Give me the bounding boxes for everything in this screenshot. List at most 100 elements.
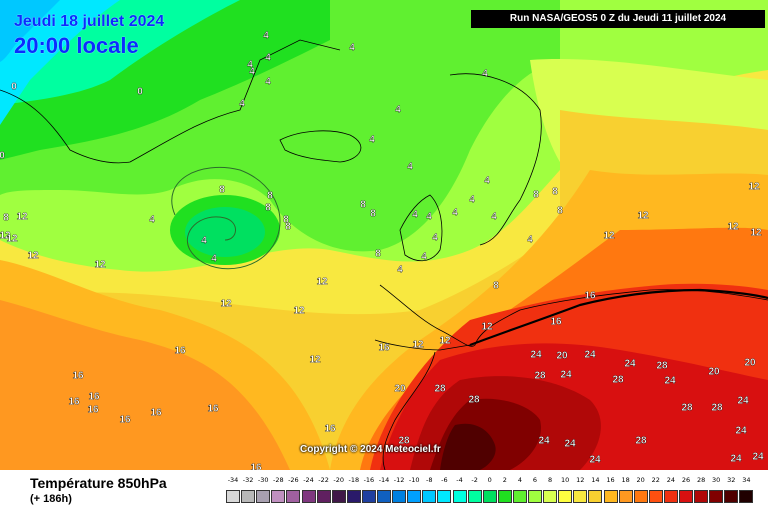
- isotherm-label: 12: [412, 340, 424, 351]
- isotherm-label: 28: [398, 436, 410, 447]
- legend-swatch: [603, 490, 618, 503]
- isotherm-label: 4: [397, 265, 403, 276]
- isotherm-label: 4: [247, 60, 253, 71]
- isotherm-label: 16: [378, 343, 390, 354]
- isotherm-label: 0: [137, 87, 143, 98]
- forecast-lead-time: (+ 186h): [30, 493, 72, 505]
- isotherm-label: 8: [375, 249, 381, 260]
- legend-label: -16: [363, 476, 375, 484]
- isotherm-label: 16: [72, 371, 84, 382]
- isotherm-label: 12: [316, 277, 328, 288]
- legend-label: 28: [696, 476, 706, 484]
- legend-label: -26: [288, 476, 299, 484]
- legend-label: -34: [227, 476, 239, 484]
- isotherm-label: 4: [421, 252, 427, 263]
- isotherm-label: 16: [150, 408, 162, 419]
- legend-label: 34: [742, 476, 751, 484]
- legend-label: -18: [348, 476, 360, 484]
- copyright-notice: Copyright © 2024 Meteociel.fr: [300, 444, 441, 455]
- isotherm-label: 4: [491, 212, 497, 223]
- legend-swatch: [558, 490, 573, 503]
- legend-swatch: [528, 490, 542, 503]
- legend-swatch: [407, 490, 422, 503]
- isotherm-label: 4: [484, 176, 490, 187]
- legend-swatch: [512, 490, 527, 503]
- model-run-label: Run NASA/GEOS5 0 Z du Jeudi 11 juillet 2…: [471, 10, 765, 28]
- isotherm-label: 4: [482, 69, 488, 80]
- isotherm-label: 4: [263, 31, 269, 42]
- legend-swatch: [316, 490, 331, 503]
- isotherm-label: 16: [250, 463, 262, 470]
- isotherm-label: 8: [265, 203, 271, 214]
- isotherm-label: 4: [426, 212, 432, 223]
- legend-swatch: [573, 490, 588, 503]
- isotherm-label: 16: [88, 392, 100, 403]
- isotherm-label: 12: [727, 222, 739, 233]
- legend-swatch: [694, 490, 709, 503]
- isotherm-label: 28: [656, 361, 668, 372]
- isotherm-label: 4: [432, 233, 438, 244]
- legend-swatch: [377, 490, 391, 503]
- legend-swatch: [497, 490, 512, 503]
- legend-swatch: [392, 490, 407, 503]
- legend-swatch: [271, 490, 286, 503]
- isotherm-label: 24: [589, 455, 601, 466]
- isotherm-label: 20: [556, 351, 568, 362]
- forecast-time: 20:00 locale: [14, 33, 139, 58]
- isotherm-label: 12: [603, 231, 615, 242]
- isotherm-label: 28: [711, 403, 723, 414]
- coastlines: [0, 39, 768, 470]
- isotherm-label: 24: [664, 376, 676, 387]
- isotherm-label: 24: [735, 426, 747, 437]
- legend-swatch: [301, 490, 316, 503]
- legend-swatch: [346, 490, 361, 503]
- isotherm-label: 0: [11, 82, 17, 93]
- legend-label: -28: [272, 476, 284, 484]
- legend-label: 2: [502, 476, 507, 484]
- isotherm-label: 24: [730, 454, 742, 465]
- legend-label: 24: [666, 476, 676, 484]
- isotherm-label: 4: [249, 67, 255, 78]
- isotherm-label: 24: [530, 350, 542, 361]
- isotherm-label: 8: [533, 190, 539, 201]
- isotherm-label: 4: [469, 195, 475, 206]
- parameter-title: Température 850hPa: [30, 475, 167, 491]
- isotherm-label: 12: [0, 231, 11, 242]
- isotherm-label: 24: [538, 436, 550, 447]
- legend-swatch: [256, 490, 271, 503]
- isotherm-label: 28: [534, 371, 546, 382]
- isotherm-label: 8: [267, 191, 273, 202]
- isotherm-label: 4: [211, 254, 217, 265]
- isotherm-label: 12: [309, 355, 321, 366]
- isotherm-label: 4: [452, 208, 458, 219]
- isotherm-label: 8: [370, 209, 376, 220]
- legend-swatch: [226, 490, 240, 503]
- isotherm-label: 12: [220, 299, 232, 310]
- isotherm-label: 4: [527, 235, 533, 246]
- legend-label: -6: [441, 476, 448, 484]
- legend-label: 32: [727, 476, 736, 484]
- legend-swatch: [663, 490, 678, 503]
- legend-swatch: [467, 490, 482, 503]
- legend-label: 4: [517, 476, 522, 484]
- isotherm-label: 16: [207, 404, 219, 415]
- isotherm-label: 12: [293, 306, 305, 317]
- isotherm-label: 12: [94, 260, 106, 271]
- isotherm-label: 16: [119, 415, 131, 426]
- legend-swatch: [437, 490, 452, 503]
- isotherm-label: 4: [412, 210, 418, 221]
- legend-label: 30: [712, 476, 721, 484]
- legend-label: -24: [303, 476, 314, 484]
- legend-swatch: [361, 490, 376, 503]
- isotherm-label: 4: [395, 105, 401, 116]
- isotherm-label: 12: [637, 211, 649, 222]
- isotherm-label: 4: [265, 77, 271, 88]
- legend-swatch: [241, 490, 256, 503]
- isotherm-label: 0: [0, 151, 5, 162]
- legend-swatch: [618, 490, 633, 503]
- isotherm-label: 12: [439, 336, 451, 347]
- isotherm-label: 24: [624, 359, 636, 370]
- isotherm-label: 20: [708, 367, 720, 378]
- legend-swatch: [739, 490, 754, 503]
